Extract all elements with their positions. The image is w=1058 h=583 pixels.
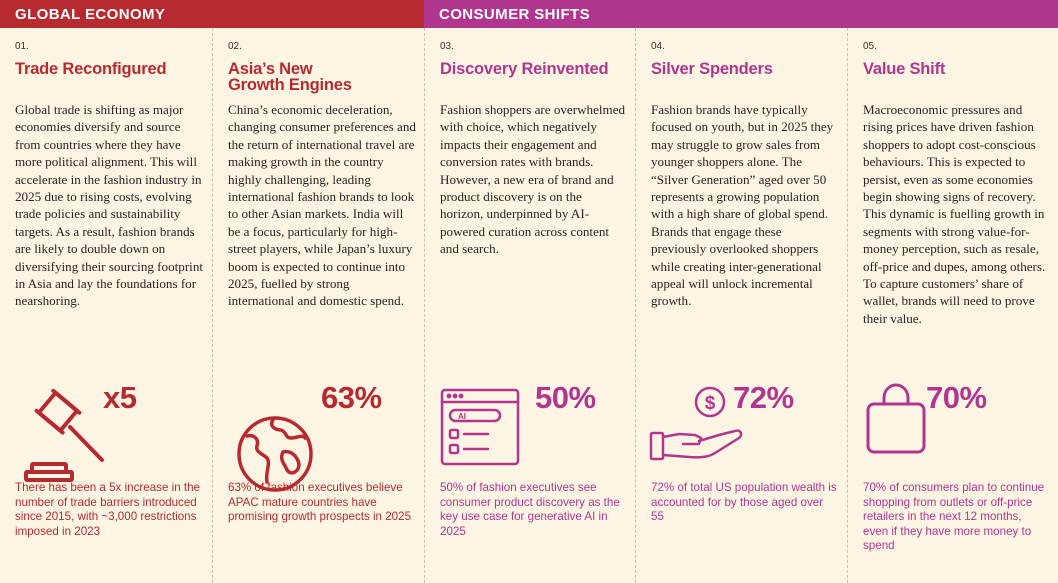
trend-stat: 70% (926, 380, 987, 415)
trend-stat: 50% (535, 380, 596, 415)
trend-number: 01. (15, 41, 29, 52)
trend-title: Asia’s New Growth Engines (228, 60, 352, 94)
svg-text:$: $ (705, 393, 716, 414)
trend-stat: x5 (103, 380, 137, 415)
trend-caption: 70% of consumers plan to continue shoppi… (863, 481, 1045, 553)
trend-card-discovery: 03. Discovery Reinvented Fashion shopper… (424, 28, 635, 583)
trend-card-silver: 04. Silver Spenders Fashion brands have … (635, 28, 847, 583)
trend-body: Fashion brands have typically focused on… (651, 102, 834, 309)
trend-body: China’s economic deceleration, changing … (228, 102, 416, 309)
trend-stat: 72% (733, 380, 794, 415)
trend-title: Silver Spenders (651, 60, 773, 78)
trend-number: 03. (440, 41, 454, 52)
trend-number: 05. (863, 41, 877, 52)
globe-icon (237, 416, 313, 492)
trend-caption: 72% of total US population wealth is acc… (651, 481, 837, 524)
consumer-shifts-header: CONSUMER SHIFTS (424, 0, 1058, 28)
global-economy-header: GLOBAL ECONOMY (0, 0, 424, 28)
trend-caption: 63% of fashion executives believe APAC m… (228, 481, 412, 524)
gavel-icon (24, 388, 104, 482)
dollar-coin-icon: $ (694, 386, 726, 418)
trend-body: Macroeconomic pressures and rising price… (863, 102, 1046, 326)
trend-number: 02. (228, 41, 242, 52)
trend-card-trade: 01. Trade Reconfigured Global trade is s… (0, 28, 212, 583)
trend-card-asia: 02. Asia’s New Growth Engines China’s ec… (212, 28, 424, 583)
trend-caption: There has been a 5x increase in the numb… (15, 481, 200, 538)
trend-number: 04. (651, 41, 665, 52)
hand-coin-icon (649, 429, 743, 461)
trend-card-value: 05. Value Shift Macroeconomic pressures … (847, 28, 1058, 583)
trend-body: Fashion shoppers are overwhelmed with ch… (440, 102, 626, 257)
trend-title: Value Shift (863, 60, 946, 78)
ai-label: AI (458, 412, 466, 421)
shopping-bag-icon (866, 383, 926, 454)
trend-body: Global trade is shifting as major econom… (15, 102, 204, 309)
trend-title: Discovery Reinvented (440, 60, 609, 78)
trend-stat: 63% (321, 380, 382, 415)
trend-caption: 50% of fashion executives see consumer p… (440, 481, 620, 538)
ai-search-window-icon: AI (440, 388, 520, 466)
trend-title: Trade Reconfigured (15, 60, 167, 78)
